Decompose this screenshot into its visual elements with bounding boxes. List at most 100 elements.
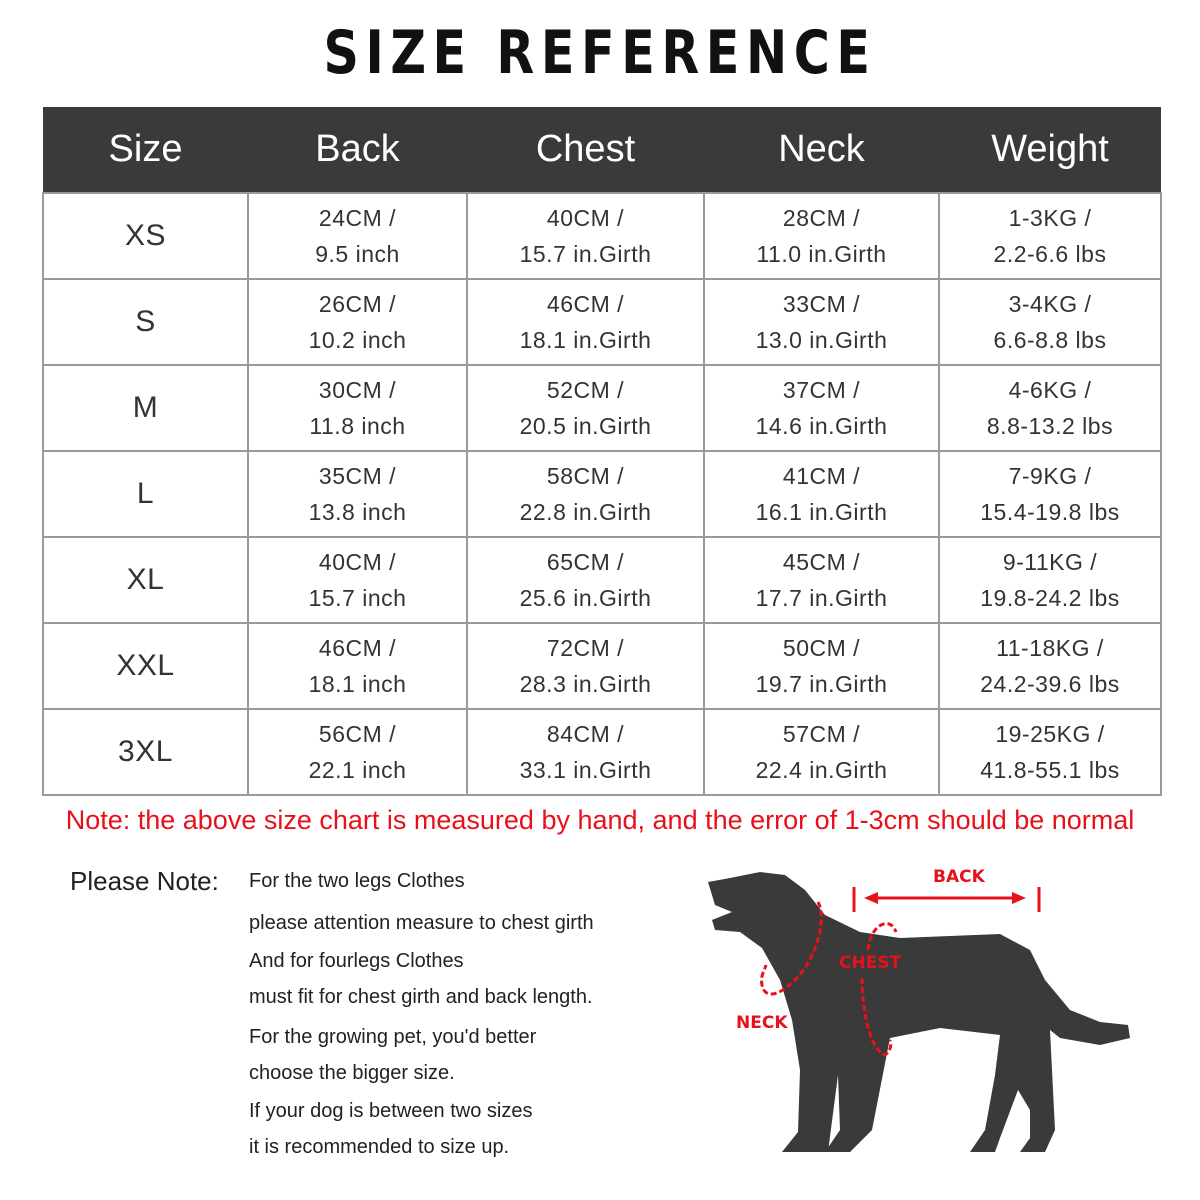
neck-metric: 57CM / bbox=[782, 721, 861, 747]
neck-imperial: 14.6 in.Girth bbox=[755, 413, 888, 439]
neck-cell: 28CM / 11.0 in.Girth bbox=[703, 192, 940, 280]
back-imperial: 9.5 inch bbox=[315, 241, 400, 267]
tip-line: If your dog is between two sizes bbox=[249, 1100, 533, 1122]
chest-cell: 72CM / 28.3 in.Girth bbox=[466, 622, 705, 710]
weight-imperial: 2.2-6.6 lbs bbox=[993, 241, 1107, 267]
weight-cell: 9-11KG / 19.8-24.2 lbs bbox=[938, 536, 1162, 624]
tip-line: please attention measure to chest girth bbox=[249, 912, 594, 934]
table-row: XXL 46CM / 18.1 inch 72CM / 28.3 in.Girth 50C… bbox=[42, 622, 1162, 710]
neck-imperial: 19.7 in.Girth bbox=[755, 671, 888, 697]
back-cell: 26CM / 10.2 inch bbox=[247, 278, 468, 366]
size-cell: XS bbox=[42, 192, 249, 280]
neck-metric: 45CM / bbox=[782, 549, 861, 575]
table-row: XS 24CM / 9.5 inch 40CM / 15.7 in.Girth 28CM … bbox=[42, 192, 1162, 280]
neck-metric: 50CM / bbox=[782, 635, 861, 661]
tip-line: For the growing pet, you'd better bbox=[249, 1026, 537, 1048]
weight-metric: 11-18KG / bbox=[996, 635, 1104, 661]
weight-cell: 7-9KG / 15.4-19.8 lbs bbox=[938, 450, 1162, 538]
table-row: 3XL 56CM / 22.1 inch 84CM / 33.1 in.Girth 57C… bbox=[42, 708, 1162, 796]
neck-imperial: 11.0 in.Girth bbox=[756, 241, 887, 267]
back-cell: 30CM / 11.8 inch bbox=[247, 364, 468, 452]
chest-imperial: 25.6 in.Girth bbox=[519, 585, 652, 611]
weight-metric: 19-25KG / bbox=[995, 721, 1105, 747]
neck-metric: 37CM / bbox=[782, 377, 861, 403]
neck-imperial: 16.1 in.Girth bbox=[755, 499, 888, 525]
chest-cell: 52CM / 20.5 in.Girth bbox=[466, 364, 705, 452]
chest-imperial: 20.5 in.Girth bbox=[519, 413, 652, 439]
tip-line: And for fourlegs Clothes bbox=[249, 950, 464, 972]
size-cell: 3XL bbox=[42, 708, 249, 796]
weight-cell: 3-4KG / 6.6-8.8 lbs bbox=[938, 278, 1162, 366]
neck-imperial: 17.7 in.Girth bbox=[755, 585, 888, 611]
size-cell: L bbox=[42, 450, 249, 538]
back-metric: 30CM / bbox=[318, 377, 397, 403]
dog-measurement-diagram: BACK CHEST NECK bbox=[708, 867, 1130, 1152]
size-cell: XXL bbox=[42, 622, 249, 710]
chest-cell: 84CM / 33.1 in.Girth bbox=[466, 708, 705, 796]
chest-label: CHEST bbox=[839, 953, 902, 973]
column-header-weight: Weight bbox=[939, 107, 1161, 193]
back-label: BACK bbox=[933, 867, 986, 887]
neck-label: NECK bbox=[736, 1013, 788, 1033]
back-metric: 24CM / bbox=[318, 205, 397, 231]
chest-imperial: 15.7 in.Girth bbox=[519, 241, 652, 267]
weight-metric: 7-9KG / bbox=[1008, 463, 1092, 489]
weight-cell: 1-3KG / 2.2-6.6 lbs bbox=[938, 192, 1162, 280]
neck-cell: 45CM / 17.7 in.Girth bbox=[703, 536, 940, 624]
measurement-note: Note: the above size chart is measured b… bbox=[65, 805, 1135, 835]
chest-cell: 65CM / 25.6 in.Girth bbox=[466, 536, 705, 624]
neck-cell: 41CM / 16.1 in.Girth bbox=[703, 450, 940, 538]
chest-imperial: 33.1 in.Girth bbox=[519, 757, 652, 783]
weight-cell: 4-6KG / 8.8-13.2 lbs bbox=[938, 364, 1162, 452]
weight-cell: 19-25KG / 41.8-55.1 lbs bbox=[938, 708, 1162, 796]
chest-metric: 72CM / bbox=[546, 635, 625, 661]
weight-imperial: 8.8-13.2 lbs bbox=[986, 413, 1114, 439]
chest-metric: 84CM / bbox=[546, 721, 625, 747]
weight-metric: 3-4KG / bbox=[1008, 291, 1092, 317]
neck-imperial: 13.0 in.Girth bbox=[755, 327, 888, 353]
table-row: XL 40CM / 15.7 inch 65CM / 25.6 in.Girth 45CM… bbox=[42, 536, 1162, 624]
neck-imperial: 22.4 in.Girth bbox=[755, 757, 888, 783]
chest-metric: 52CM / bbox=[546, 377, 625, 403]
chest-loop bbox=[860, 922, 898, 1057]
neck-cell: 57CM / 22.4 in.Girth bbox=[703, 708, 940, 796]
back-cell: 46CM / 18.1 inch bbox=[247, 622, 468, 710]
tip-line: choose the bigger size. bbox=[249, 1062, 455, 1084]
size-table: Size Back Chest Neck Weight XS 24CM / 9.5 inch… bbox=[42, 107, 1162, 796]
chest-metric: 65CM / bbox=[546, 549, 625, 575]
weight-imperial: 24.2-39.6 lbs bbox=[980, 671, 1120, 697]
neck-loop bbox=[760, 901, 823, 996]
weight-imperial: 15.4-19.8 lbs bbox=[980, 499, 1120, 525]
back-imperial: 10.2 inch bbox=[308, 327, 407, 353]
page-title: SIZE REFERENCE bbox=[323, 18, 877, 88]
please-note-label: Please Note: bbox=[70, 866, 219, 896]
size-cell: XL bbox=[42, 536, 249, 624]
weight-metric: 1-3KG / bbox=[1008, 205, 1092, 231]
back-imperial: 22.1 inch bbox=[308, 757, 407, 783]
back-metric: 26CM / bbox=[318, 291, 397, 317]
weight-metric: 9-11KG / bbox=[1002, 549, 1098, 575]
chest-imperial: 28.3 in.Girth bbox=[519, 671, 652, 697]
table-row: S 26CM / 10.2 inch 46CM / 18.1 in.Girth 33CM … bbox=[42, 278, 1162, 366]
back-imperial: 11.8 inch bbox=[309, 413, 406, 439]
column-header-back: Back bbox=[248, 107, 467, 193]
back-imperial: 13.8 inch bbox=[308, 499, 407, 525]
column-header-neck: Neck bbox=[704, 107, 939, 193]
back-cell: 40CM / 15.7 inch bbox=[247, 536, 468, 624]
size-cell: M bbox=[42, 364, 249, 452]
table-header-row: Size Back Chest Neck Weight bbox=[43, 107, 1161, 193]
back-metric: 46CM / bbox=[318, 635, 397, 661]
back-arrow-right-head bbox=[1012, 892, 1026, 904]
chest-metric: 40CM / bbox=[546, 205, 625, 231]
neck-metric: 28CM / bbox=[782, 205, 861, 231]
back-metric: 40CM / bbox=[318, 549, 397, 575]
tip-line: For the two legs Clothes bbox=[249, 870, 465, 892]
table-row: M 30CM / 11.8 inch 52CM / 20.5 in.Girth 37CM … bbox=[42, 364, 1162, 452]
chest-metric: 58CM / bbox=[546, 463, 625, 489]
chest-metric: 46CM / bbox=[546, 291, 625, 317]
chest-cell: 40CM / 15.7 in.Girth bbox=[466, 192, 705, 280]
back-arrow-left-head bbox=[864, 892, 878, 904]
back-cell: 24CM / 9.5 inch bbox=[247, 192, 468, 280]
neck-metric: 33CM / bbox=[782, 291, 861, 317]
back-metric: 35CM / bbox=[318, 463, 397, 489]
